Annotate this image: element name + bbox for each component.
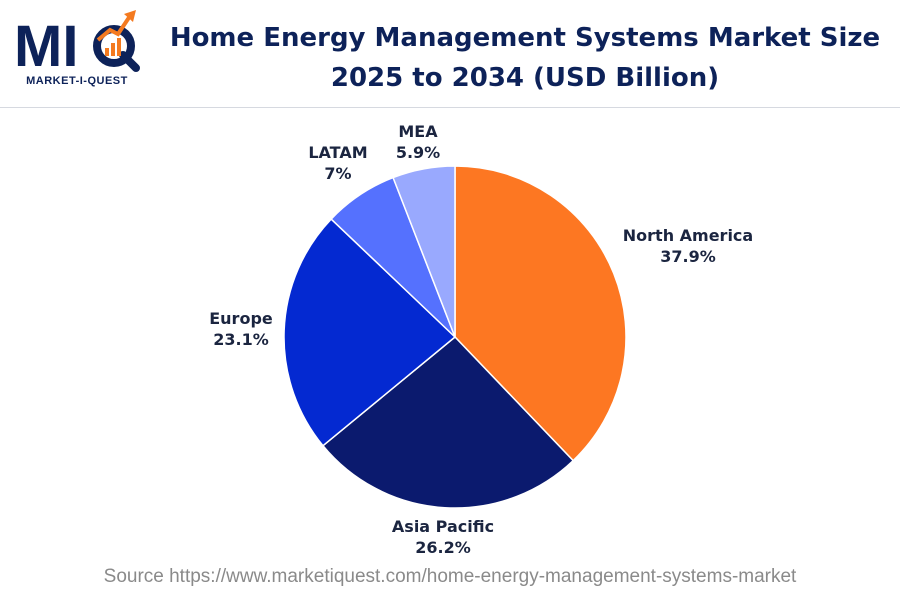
slice-label-asia-pacific: Asia Pacific (392, 517, 494, 536)
header-divider (0, 107, 900, 108)
pie-slice-asia-pacific (321, 335, 575, 509)
slice-value-north-america: 37.9% (660, 247, 716, 266)
slice-value-asia-pacific: 26.2% (415, 538, 471, 557)
logo-text: MARKET-I-QUEST (26, 75, 128, 87)
pie-slice-mea (392, 165, 456, 338)
chart-title-line-2: 2025 to 2034 (USD Billion) (330, 63, 720, 93)
logo-mark-icon: MI (14, 10, 140, 72)
source-note: Source https://www.marketiquest.com/home… (103, 566, 797, 587)
chart-title: Home Energy Management Systems Market Si… (150, 18, 900, 98)
slice-value-latam: 7% (324, 164, 351, 183)
pie-slice-europe (283, 217, 457, 447)
slice-label-north-america: North America (623, 226, 753, 245)
svg-text:MI: MI (14, 14, 78, 72)
slice-value-europe: 23.1% (213, 330, 269, 349)
slice-label-latam: LATAM (308, 143, 367, 162)
pie-slice-north-america (454, 165, 627, 462)
slice-label-europe: Europe (209, 309, 273, 328)
brand-logo: MI MARKET-I-QUEST (12, 10, 140, 92)
slice-value-mea: 5.9% (396, 143, 440, 162)
slice-label-mea: MEA (398, 122, 438, 141)
chart-title-line-1: Home Energy Management Systems Market Si… (169, 23, 881, 53)
